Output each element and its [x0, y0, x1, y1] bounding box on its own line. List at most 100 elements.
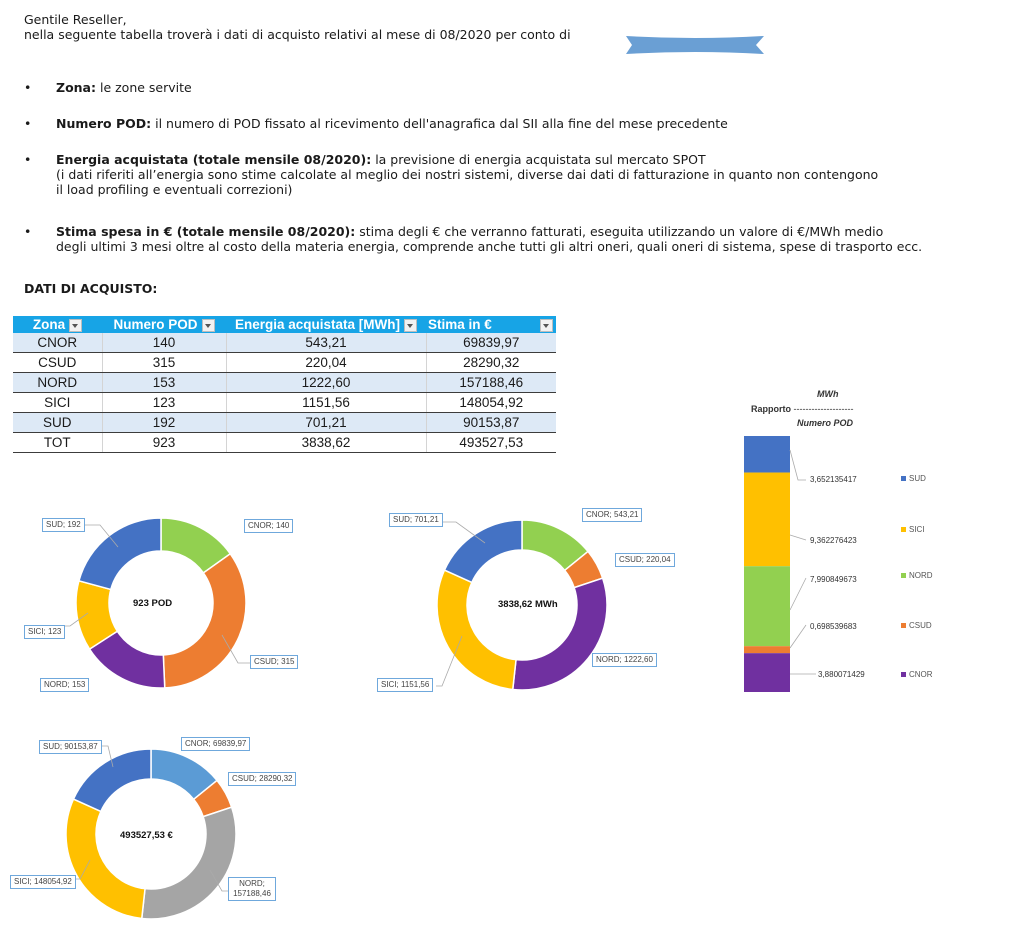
bullet-term: Energia acquistata (totale mensile 08/20…	[56, 152, 372, 167]
section-title: DATI DI ACQUISTO:	[24, 281, 158, 296]
redacted-name-banner	[626, 36, 764, 54]
cell-energia: 1151,56	[225, 392, 426, 413]
cell-pod: 123	[101, 392, 226, 413]
legend-csud: CSUD	[901, 621, 932, 630]
donut-segment-sici	[65, 798, 146, 920]
data-label: NORD; 1222,60	[592, 653, 657, 667]
bar-segment-sud	[744, 436, 790, 473]
cell-energia: 1222,60	[225, 372, 426, 393]
data-label: SUD; 701,21	[389, 513, 443, 527]
bullet-dot-icon: •	[24, 80, 32, 95]
ratio-title-top: MWh	[817, 389, 839, 399]
donut-segment-nord	[140, 806, 237, 920]
legend-sud: SUD	[901, 474, 926, 483]
cell-pod: 923	[101, 432, 226, 453]
data-label: SUD; 192	[42, 518, 85, 532]
col-header-numero-pod: Numero POD	[102, 316, 226, 333]
bullet-desc: le zone servite	[99, 80, 192, 95]
donut-segment-nord	[511, 577, 608, 691]
col-header-energia: Energia acquistata [MWh]	[226, 316, 426, 333]
cell-pod: 192	[101, 412, 226, 433]
bullet-desc: degli ultimi 3 mesi oltre al costo della…	[56, 239, 923, 254]
cell-energia: 543,21	[225, 333, 426, 353]
cell-pod: 315	[101, 352, 226, 373]
donut-segment-sud	[443, 519, 523, 584]
data-label: SUD; 90153,87	[39, 740, 102, 754]
data-label: CNOR; 69839,97	[181, 737, 251, 751]
ratio-value-sici: 9,362276423	[810, 536, 857, 545]
cell-zona: NORD	[13, 372, 102, 393]
ratio-title-left: Rapporto --------------------	[751, 404, 854, 414]
filter-dropdown-icon[interactable]	[69, 318, 83, 332]
filter-dropdown-icon[interactable]	[540, 319, 553, 332]
table-row: CNOR 140 543,21 69839,97	[13, 333, 556, 353]
donut-segment-sud	[72, 748, 152, 813]
data-label: SICI; 1151,56	[377, 678, 434, 692]
data-label: CNOR; 140	[244, 519, 294, 533]
donut-segment-csud	[162, 552, 247, 689]
cell-zona: SICI	[13, 392, 102, 413]
greeting: Gentile Reseller,	[24, 12, 127, 27]
table-row: SICI 123 1151,56 148054,92	[13, 392, 556, 413]
cell-pod: 153	[101, 372, 226, 393]
filter-dropdown-icon[interactable]	[404, 318, 418, 332]
donut-chart-stima	[65, 745, 237, 920]
donut-center-label: 3838,62 MWh	[498, 599, 558, 610]
col-header-stima: Stima in €	[426, 316, 556, 333]
cell-energia: 220,04	[225, 352, 426, 373]
ratio-title-bottom: Numero POD	[797, 418, 854, 428]
stacked-ratio-bar	[744, 436, 816, 692]
data-label: CSUD; 315	[250, 655, 299, 669]
intro-text: nella seguente tabella troverà i dati di…	[24, 27, 571, 42]
donut-segment-sud	[78, 517, 162, 591]
bullet-dot-icon: •	[24, 116, 32, 131]
donut-chart-pod	[64, 517, 250, 689]
data-label: CSUD; 28290,32	[228, 772, 297, 786]
cell-stima: 157188,46	[425, 372, 556, 393]
data-label: SICI; 148054,92	[10, 875, 76, 889]
bullet-dot-icon: •	[24, 152, 32, 167]
data-label: CNOR; 543,21	[582, 508, 643, 522]
data-label: NORD; 157188,46	[228, 877, 276, 901]
legend-cnor: CNOR	[901, 670, 933, 679]
bullet-term: Stima spesa in € (totale mensile 08/2020…	[56, 224, 356, 239]
donut-segment-sici	[436, 569, 517, 691]
donut-chart-energia	[436, 519, 608, 691]
data-label: CSUD; 220,04	[615, 553, 675, 567]
cell-stima: 69839,97	[425, 333, 556, 353]
table-row: NORD 153 1222,60 157188,46	[13, 372, 556, 393]
bullet-term: Numero POD:	[56, 116, 152, 131]
legend-sici: SICI	[901, 525, 925, 534]
cell-energia: 3838,62	[225, 432, 426, 453]
ratio-value-cnor: 3,880071429	[818, 670, 865, 679]
col-header-zona: Zona	[13, 316, 102, 333]
table-row: SUD 192 701,21 90153,87	[13, 412, 556, 433]
data-label: NORD; 153	[40, 678, 90, 692]
ratio-value-nord: 7,990849673	[810, 575, 857, 584]
cell-stima: 28290,32	[425, 352, 556, 373]
cell-pod: 140	[101, 333, 226, 353]
filter-dropdown-icon[interactable]	[201, 318, 215, 332]
bullet-term: Zona:	[56, 80, 96, 95]
cell-zona: CSUD	[13, 352, 102, 373]
donut-center-label: 923 POD	[133, 598, 173, 609]
cell-zona: SUD	[13, 412, 102, 433]
bullet-desc: il load profiling e eventuali correzioni…	[56, 182, 293, 197]
cell-stima: 90153,87	[425, 412, 556, 433]
purchase-table: Zona Numero POD Energia acquistata [MWh]…	[13, 316, 556, 453]
bullet-desc: la previsione di energia acquistata sul …	[375, 152, 706, 167]
bullet-desc: stima degli € che verranno fatturati, es…	[359, 224, 884, 239]
bullet-desc: (i dati riferiti all’energia sono stime …	[56, 167, 879, 182]
bar-segment-cnor	[744, 653, 790, 692]
cell-energia: 701,21	[225, 412, 426, 433]
bar-segment-nord	[744, 566, 790, 647]
cell-zona: CNOR	[13, 333, 102, 353]
cell-stima: 493527,53	[425, 432, 556, 453]
cell-stima: 148054,92	[425, 392, 556, 413]
ratio-value-sud: 3,652135417	[810, 475, 857, 484]
data-label: SICI; 123	[24, 625, 66, 639]
bullet-dot-icon: •	[24, 224, 32, 239]
table-row: CSUD 315 220,04 28290,32	[13, 352, 556, 373]
table-row-total: TOT 923 3838,62 493527,53	[13, 432, 556, 453]
legend-nord: NORD	[901, 571, 933, 580]
